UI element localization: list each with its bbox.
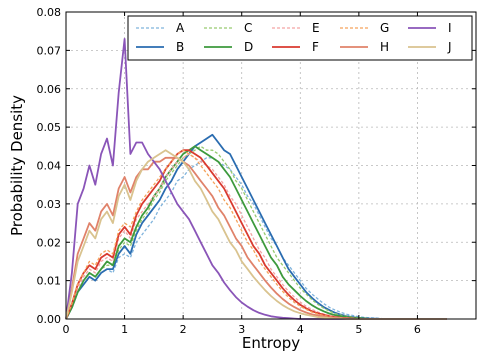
legend-label-g: G (380, 21, 389, 35)
x-tick-label: 6 (414, 323, 421, 336)
y-tick-label: 0.05 (37, 121, 62, 134)
series-line-g (65, 149, 447, 320)
x-tick-label: 3 (238, 323, 245, 336)
y-tick-label: 0.07 (37, 44, 62, 57)
y-tick-label: 0.04 (37, 160, 62, 173)
legend-label-e: E (312, 21, 320, 35)
y-tick-label: 0.02 (37, 236, 62, 249)
legend-box (127, 15, 473, 61)
legend-label-a: A (176, 21, 185, 35)
y-axis-title: Probability Density (8, 95, 26, 236)
legend-label-i: I (448, 21, 452, 35)
y-tick-label: 0.00 (37, 313, 62, 326)
y-tick-label: 0.01 (37, 275, 62, 288)
x-tick-label: 4 (297, 323, 304, 336)
legend-label-j: J (447, 40, 452, 54)
x-tick-label: 0 (63, 323, 70, 336)
legend-label-c: C (244, 21, 252, 35)
y-tick-label: 0.06 (37, 83, 62, 96)
y-tick-label: 0.08 (37, 6, 62, 19)
legend-label-h: H (380, 40, 389, 54)
x-axis-title: Entropy (242, 334, 300, 352)
y-tick-label: 0.03 (37, 198, 62, 211)
legend-label-b: B (176, 40, 184, 54)
legend-label-f: F (312, 40, 319, 54)
legend: AB CD EF GH IJ (127, 15, 473, 61)
x-tick-label: 5 (355, 323, 362, 336)
x-tick-label: 1 (121, 323, 128, 336)
x-tick-label: 2 (180, 323, 187, 336)
axis-ticks: 0 1 2 3 4 5 6 0.00 0.01 0.02 0.03 0.04 0.05 0.06 0.07 0… (37, 6, 476, 336)
legend-label-d: D (244, 40, 253, 54)
